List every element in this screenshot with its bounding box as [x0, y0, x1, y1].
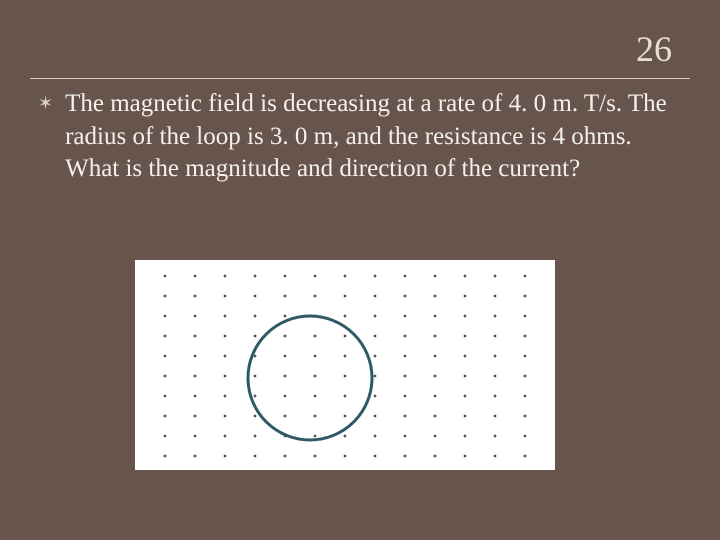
content-area: ✶ The magnetic field is decreasing at a …	[38, 88, 680, 186]
bullet-item: ✶ The magnetic field is decreasing at a …	[38, 88, 680, 186]
field-diagram	[135, 260, 555, 470]
diagram-svg	[135, 260, 555, 470]
page-number: 26	[636, 28, 672, 70]
horizontal-rule	[30, 78, 690, 79]
slide: 26 ✶ The magnetic field is decreasing at…	[0, 0, 720, 540]
bullet-text: The magnetic field is decreasing at a ra…	[65, 88, 680, 186]
bullet-marker-icon: ✶	[38, 94, 53, 112]
